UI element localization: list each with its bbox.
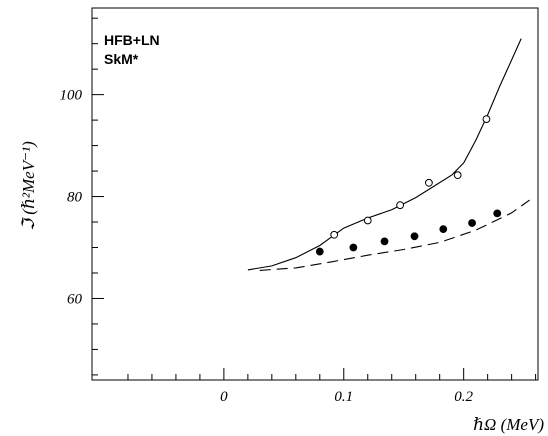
dashed-curve <box>259 199 530 271</box>
x-tick-label: 0.1 <box>334 389 353 405</box>
x-axis-title: ℏΩ (MeV) <box>473 415 544 434</box>
open-circle-point <box>363 216 372 225</box>
filled-circle-point <box>315 247 324 256</box>
open-circle-point <box>482 115 491 123</box>
filled-circle-point <box>439 225 448 234</box>
filled-circle-point <box>410 232 419 241</box>
solid-curve <box>247 38 522 271</box>
open-circle-point <box>396 201 405 210</box>
open-circle-point <box>330 230 339 239</box>
annotation-force: SkM* <box>104 51 139 67</box>
data-series <box>247 38 530 271</box>
open-circle-point <box>453 171 462 180</box>
x-tick-label: 0.2 <box>454 389 473 405</box>
annotation-method: HFB+LN <box>104 32 160 48</box>
x-tick-label: 0 <box>220 389 228 405</box>
plot-frame <box>91 7 539 381</box>
filled-circle-point <box>380 237 389 246</box>
axis-ticks: 0 0.1 0.2 60 80 100 <box>60 17 537 405</box>
filled-circle-point <box>493 209 502 218</box>
open-circle-point <box>424 178 433 187</box>
filled-circle-point <box>468 219 476 227</box>
y-tick-label: 80 <box>67 190 83 206</box>
y-tick-label: 60 <box>67 291 83 307</box>
y-axis-title: ℑ (ℏ²MeV⁻¹) <box>19 141 38 231</box>
filled-circle-point <box>349 243 358 252</box>
y-tick-label: 100 <box>60 88 83 104</box>
